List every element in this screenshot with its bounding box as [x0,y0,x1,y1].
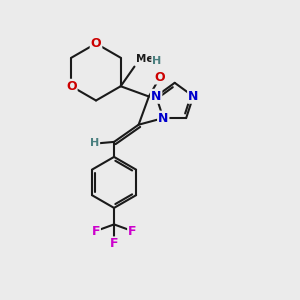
Text: O: O [66,80,76,93]
Text: F: F [128,225,136,238]
Text: O: O [91,37,101,50]
Text: F: F [92,225,100,238]
Text: H: H [152,56,161,66]
Text: N: N [158,112,168,124]
Text: F: F [110,237,118,250]
Text: O: O [155,70,165,83]
Text: N: N [151,90,161,103]
Text: Me: Me [136,54,153,64]
Text: N: N [188,90,198,103]
Text: H: H [90,139,99,148]
